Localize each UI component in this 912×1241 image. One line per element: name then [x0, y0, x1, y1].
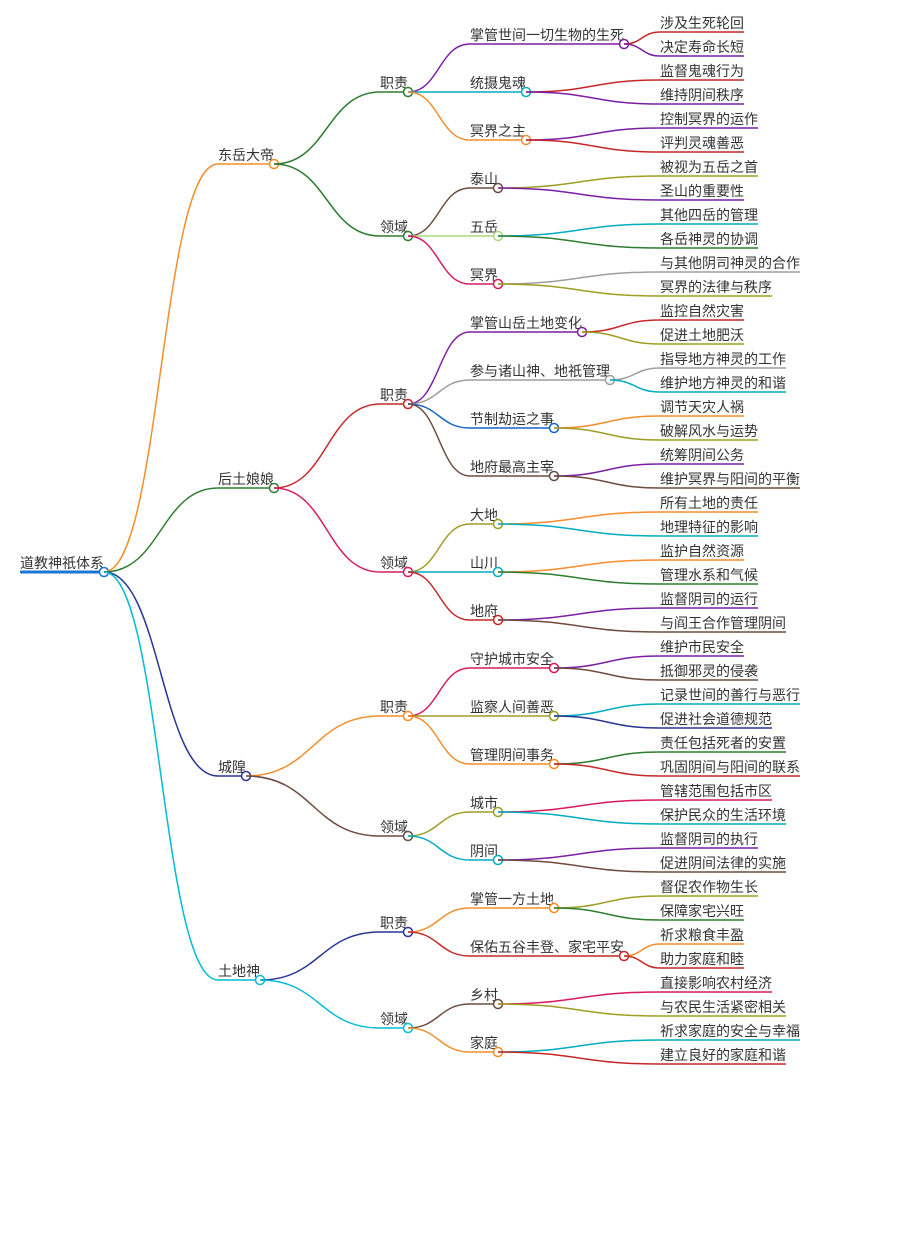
node-label: 决定寿命长短: [660, 39, 744, 55]
node-label: 评判灵魂善恶: [660, 135, 744, 151]
node-label: 城隍: [218, 759, 246, 775]
node-label: 与阎王合作管理阴间: [660, 615, 786, 631]
node-label: 管理阴间事务: [470, 747, 554, 763]
node-label: 祈求粮食丰盈: [660, 927, 744, 943]
node-label: 职责: [380, 915, 408, 931]
node-label: 东岳大帝: [218, 147, 274, 163]
node-label: 掌管世间一切生物的生死: [470, 27, 624, 43]
node-label: 责任包括死者的安置: [660, 735, 786, 751]
node-label: 领域: [380, 219, 408, 235]
node-label: 抵御邪灵的侵袭: [660, 663, 758, 679]
node-label: 监督阴司的执行: [660, 831, 758, 847]
node-label: 各岳神灵的协调: [660, 231, 758, 247]
node-label: 大地: [470, 507, 498, 523]
node-label: 家庭: [470, 1035, 498, 1051]
mindmap-svg: 道教神祇体系东岳大帝职责掌管世间一切生物的生死涉及生死轮回决定寿命长短统摄鬼魂监…: [0, 0, 912, 1241]
node-label: 促进社会道德规范: [660, 711, 772, 727]
node-label: 直接影响农村经济: [660, 975, 772, 991]
node-label: 乡村: [470, 987, 498, 1003]
node-label: 保障家宅兴旺: [660, 903, 744, 919]
node-label: 所有土地的责任: [660, 495, 758, 511]
node-label: 记录世间的善行与恶行: [660, 687, 800, 703]
node-label: 圣山的重要性: [660, 183, 744, 199]
node-label: 职责: [380, 75, 408, 91]
node-label: 统摄鬼魂: [470, 75, 526, 91]
node-label: 地府: [470, 603, 498, 619]
node-label: 领域: [380, 819, 408, 835]
node-label: 后土娘娘: [218, 471, 274, 487]
node-label: 维护市民安全: [660, 639, 744, 655]
node-label: 维持阴间秩序: [660, 87, 744, 103]
node-label: 泰山: [470, 171, 498, 187]
node-label: 地理特征的影响: [660, 519, 758, 535]
node-label: 保护民众的生活环境: [660, 807, 786, 823]
node-label: 领域: [380, 555, 408, 571]
node-label: 指导地方神灵的工作: [660, 351, 786, 367]
node-label: 助力家庭和睦: [660, 951, 744, 967]
node-label: 冥界: [470, 267, 498, 283]
node-label: 阴间: [470, 843, 498, 859]
node-label: 冥界的法律与秩序: [660, 279, 772, 295]
node-label: 破解风水与运势: [660, 423, 758, 439]
node-label: 监护自然资源: [660, 543, 744, 559]
node-label: 调节天灾人祸: [660, 399, 744, 415]
node-label: 管理水系和气候: [660, 567, 758, 583]
node-label: 监控自然灾害: [660, 303, 744, 319]
node-label: 守护城市安全: [470, 651, 554, 667]
node-label: 职责: [380, 699, 408, 715]
node-label: 监督阴司的运行: [660, 591, 758, 607]
node-label: 山川: [470, 555, 498, 571]
node-label: 城市: [470, 795, 498, 811]
node-label: 保佑五谷丰登、家宅平安: [470, 939, 624, 955]
node-label: 领域: [380, 1011, 408, 1027]
node-label: 与农民生活紧密相关: [660, 999, 786, 1015]
node-label: 统筹阴间公务: [660, 447, 744, 463]
node-label: 掌管山岳土地变化: [470, 315, 582, 331]
node-label: 祈求家庭的安全与幸福: [660, 1023, 800, 1039]
node-label: 监察人间善恶: [470, 699, 554, 715]
node-label: 土地神: [218, 963, 260, 979]
node-label: 参与诸山神、地祇管理: [470, 363, 610, 379]
node-label: 涉及生死轮回: [660, 15, 744, 31]
node-label: 维护地方神灵的和谐: [660, 375, 786, 391]
node-label: 促进土地肥沃: [660, 327, 744, 343]
node-label: 与其他阴司神灵的合作: [660, 255, 800, 271]
node-label: 道教神祇体系: [20, 555, 104, 571]
node-label: 其他四岳的管理: [660, 207, 758, 223]
node-label: 巩固阴间与阳间的联系: [660, 759, 800, 775]
node-label: 职责: [380, 387, 408, 403]
node-label: 五岳: [470, 219, 498, 235]
node-label: 节制劫运之事: [470, 411, 554, 427]
node-label: 被视为五岳之首: [660, 159, 758, 175]
node-label: 维护冥界与阳间的平衡: [660, 471, 800, 487]
node-label: 冥界之主: [470, 123, 526, 139]
node-label: 督促农作物生长: [660, 879, 758, 895]
node-label: 掌管一方土地: [470, 891, 554, 907]
node-label: 地府最高主宰: [470, 459, 554, 475]
node-label: 管辖范围包括市区: [660, 783, 772, 799]
node-label: 控制冥界的运作: [660, 111, 758, 127]
node-label: 建立良好的家庭和谐: [660, 1047, 786, 1063]
node-label: 促进阴间法律的实施: [660, 855, 786, 871]
node-label: 监督鬼魂行为: [660, 63, 744, 79]
